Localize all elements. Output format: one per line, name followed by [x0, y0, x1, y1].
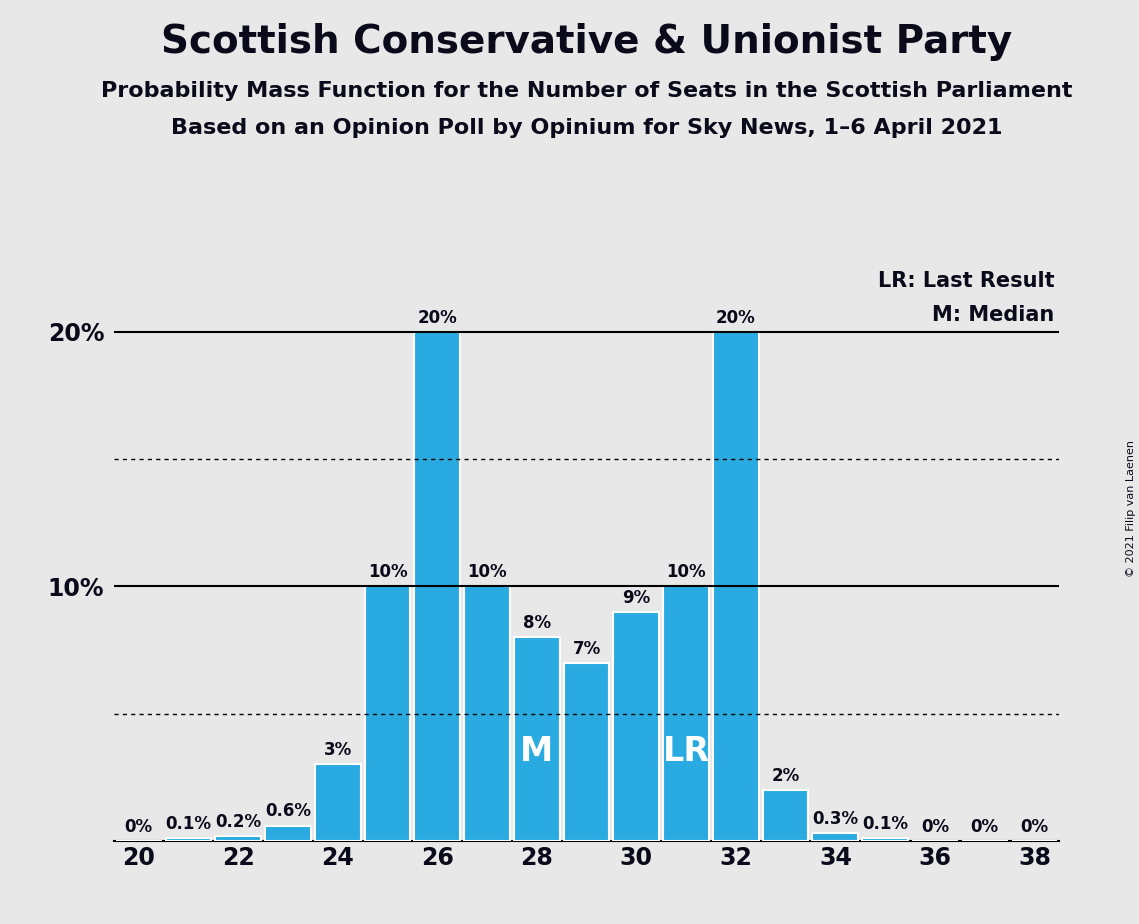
Text: 10%: 10%	[368, 563, 408, 581]
Bar	[514, 638, 559, 841]
Text: 0.1%: 0.1%	[862, 815, 908, 833]
Text: 0%: 0%	[970, 818, 999, 835]
Text: © 2021 Filip van Laenen: © 2021 Filip van Laenen	[1125, 440, 1136, 577]
Bar	[314, 764, 361, 841]
Bar	[614, 612, 659, 841]
Bar	[663, 586, 708, 841]
Text: Based on an Opinion Poll by Opinium for Sky News, 1–6 April 2021: Based on an Opinion Poll by Opinium for …	[171, 118, 1002, 139]
Bar	[265, 825, 311, 841]
Text: 0.1%: 0.1%	[165, 815, 212, 833]
Text: 9%: 9%	[622, 589, 650, 606]
Bar	[415, 332, 460, 841]
Bar	[465, 586, 510, 841]
Text: M: Median: M: Median	[933, 305, 1055, 325]
Bar	[862, 838, 908, 841]
Bar	[364, 586, 410, 841]
Bar	[713, 332, 759, 841]
Text: 3%: 3%	[323, 741, 352, 760]
Text: 7%: 7%	[573, 639, 600, 658]
Text: 2%: 2%	[771, 767, 800, 784]
Text: 0.3%: 0.3%	[812, 810, 859, 828]
Text: 0%: 0%	[920, 818, 949, 835]
Text: 8%: 8%	[523, 614, 551, 632]
Bar	[165, 838, 212, 841]
Text: 10%: 10%	[467, 563, 507, 581]
Text: Probability Mass Function for the Number of Seats in the Scottish Parliament: Probability Mass Function for the Number…	[101, 81, 1072, 102]
Text: 20%: 20%	[417, 309, 457, 326]
Text: Scottish Conservative & Unionist Party: Scottish Conservative & Unionist Party	[161, 23, 1013, 61]
Bar	[812, 833, 859, 841]
Text: 0%: 0%	[1021, 818, 1049, 835]
Text: M: M	[521, 736, 554, 768]
Bar	[763, 790, 809, 841]
Text: 0.6%: 0.6%	[265, 802, 311, 821]
Text: 0%: 0%	[124, 818, 153, 835]
Text: 20%: 20%	[716, 309, 756, 326]
Text: LR: LR	[663, 736, 710, 768]
Text: 0.2%: 0.2%	[215, 812, 261, 831]
Text: 10%: 10%	[666, 563, 706, 581]
Bar	[215, 835, 261, 841]
Bar	[564, 663, 609, 841]
Text: LR: Last Result: LR: Last Result	[878, 271, 1055, 291]
